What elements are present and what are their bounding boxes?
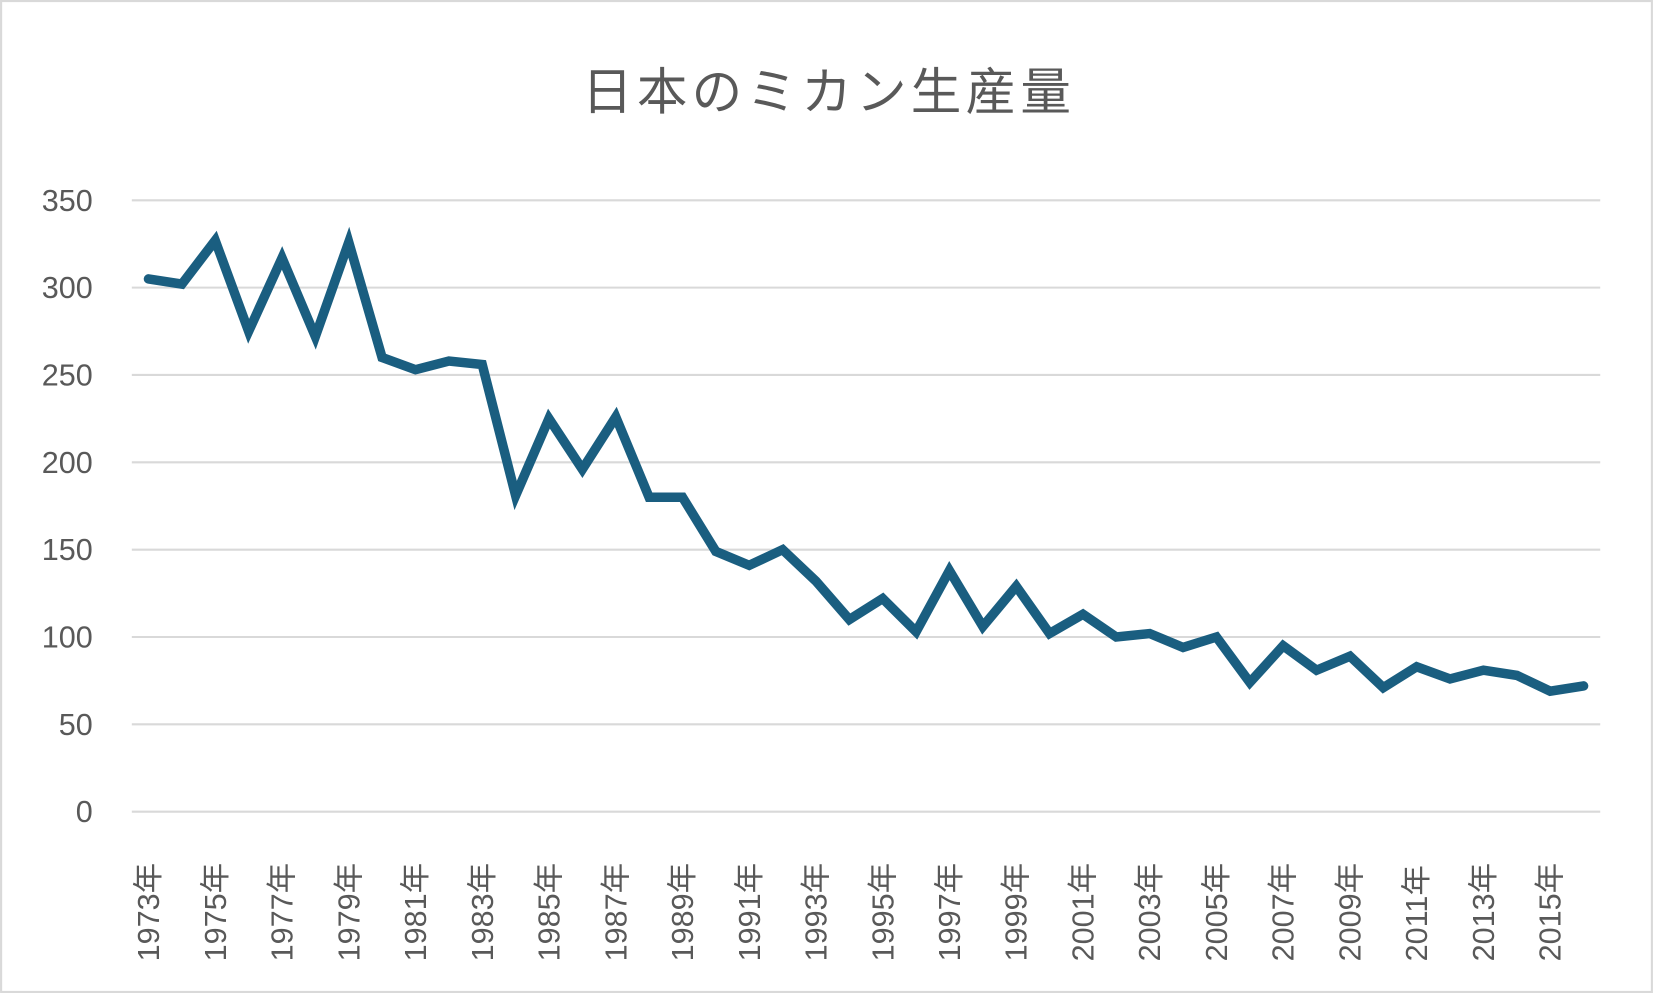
y-axis-tick-labels: 0 50 100 150 200 250 300 350	[42, 184, 93, 829]
x-tick-label: 1995年	[866, 863, 900, 962]
x-tick-label: 1991年	[733, 863, 767, 962]
x-tick-label: 1999年	[1000, 863, 1034, 962]
x-tick-label: 2005年	[1200, 863, 1234, 962]
x-tick-label: 1983年	[466, 863, 500, 962]
x-tick-label: 2009年	[1333, 863, 1367, 962]
series-line	[143, 226, 1589, 697]
y-tick-label: 0	[76, 795, 93, 829]
x-tick-label: 2015年	[1534, 863, 1568, 962]
x-tick-label: 1985年	[533, 863, 567, 962]
x-tick-label: 2013年	[1467, 863, 1501, 962]
x-tick-label: 1977年	[266, 863, 300, 962]
x-tick-label: 1997年	[933, 863, 967, 962]
y-tick-label: 150	[42, 533, 93, 567]
x-axis-tick-labels: 1973年 1975年 1977年 1979年 1981年 1983年 1985年 1987年…	[132, 863, 1568, 962]
chart-title: 日本のミカン生産量	[582, 63, 1075, 122]
x-tick-label: 1973年	[132, 863, 166, 962]
x-tick-label: 1979年	[332, 863, 366, 962]
series	[143, 226, 1589, 697]
x-tick-label: 2003年	[1133, 863, 1167, 962]
y-tick-label: 300	[42, 271, 93, 305]
y-tick-label: 350	[42, 184, 93, 218]
x-tick-label: 1989年	[666, 863, 700, 962]
gridlines	[131, 199, 1601, 813]
x-tick-label: 2011年	[1400, 865, 1434, 961]
x-tick-label: 2001年	[1066, 863, 1100, 962]
x-tick-label: 1993年	[800, 863, 834, 962]
x-tick-label: 1987年	[599, 863, 633, 962]
x-tick-label: 2007年	[1267, 863, 1301, 962]
y-tick-label: 250	[42, 359, 93, 393]
y-tick-label: 100	[42, 621, 93, 655]
x-tick-label: 1975年	[199, 863, 233, 962]
y-tick-label: 50	[59, 708, 93, 742]
x-tick-label: 1981年	[399, 863, 433, 962]
y-tick-label: 200	[42, 446, 93, 480]
